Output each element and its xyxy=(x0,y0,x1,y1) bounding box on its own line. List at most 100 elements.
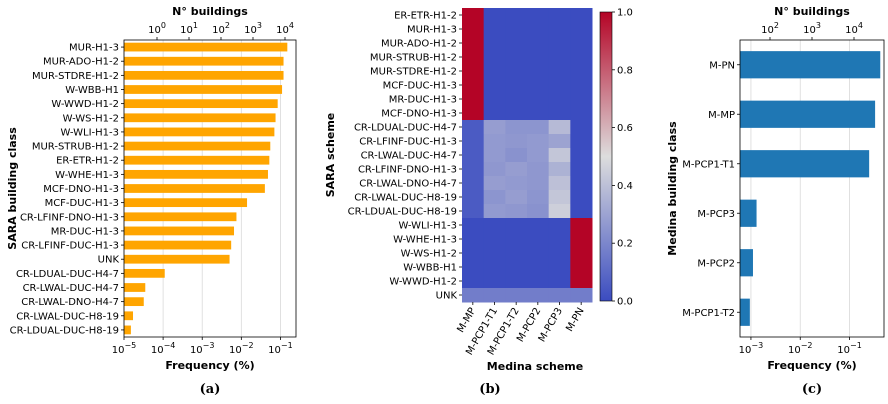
heatmap-cell-15-2 xyxy=(505,218,528,233)
heatmap-cell-18-1 xyxy=(483,260,506,275)
heatmap-cell-9-1 xyxy=(483,134,506,149)
heatmap-cell-4-5 xyxy=(570,64,593,79)
a-category-label-13: MR-DUC-H1-3 xyxy=(51,226,119,237)
heatmap-cell-2-5 xyxy=(570,36,593,51)
c-bar-2 xyxy=(740,150,870,178)
a-category-label-2: MUR-STDRE-H1-2 xyxy=(32,71,119,82)
heatmap-cell-13-1 xyxy=(483,190,506,205)
heatmap-cell-17-0 xyxy=(462,246,485,261)
heatmap-cell-6-2 xyxy=(505,92,528,107)
heatmap-row-label-4: MUR-STDRE-H1-2 xyxy=(370,67,457,78)
heatmap-cell-6-3 xyxy=(527,92,550,107)
heatmap-cell-14-4 xyxy=(548,204,571,219)
heatmap-cell-18-0 xyxy=(462,260,485,275)
a-bar-2 xyxy=(124,70,284,80)
heatmap-cell-1-5 xyxy=(570,22,593,37)
panel-c-bar-chart: M-PN M-MP M-PCP1-T1 M-PCP3 M-PCP2 M-PCP1-T2 10… xyxy=(666,5,885,397)
heatmap-row-label-18: W-WBB-H1 xyxy=(403,263,457,274)
heatmap-cell-4-1 xyxy=(483,64,506,79)
heatmap-cell-20-4 xyxy=(548,288,571,303)
heatmap-cell-14-0 xyxy=(462,204,485,219)
a-category-label-10: MCF-DNO-H1-3 xyxy=(43,184,119,195)
heatmap-cell-12-3 xyxy=(527,176,550,191)
heatmap-cell-11-2 xyxy=(505,162,528,177)
heatmap-cell-7-1 xyxy=(483,106,506,121)
heatmap-cell-15-4 xyxy=(548,218,571,233)
heatmap-cell-2-3 xyxy=(527,36,550,51)
a-y-axis-label: SARA building class xyxy=(6,127,19,250)
heatmap-cell-6-1 xyxy=(483,92,506,107)
heatmap-cell-5-2 xyxy=(505,78,528,93)
a-top-tick-label-4: 104 xyxy=(276,21,294,36)
a-bar-3 xyxy=(124,85,283,94)
a-top-tick-label-1: 101 xyxy=(180,21,198,36)
c-top-axis-label: N° buildings xyxy=(774,5,850,18)
heatmap-cell-7-3 xyxy=(527,106,550,121)
a-category-label-11: MCF-DUC-H1-3 xyxy=(45,198,119,209)
a-category-label-1: MUR-ADO-H1-2 xyxy=(43,57,119,68)
a-category-label-4: W-WWD-H1-2 xyxy=(51,99,119,110)
heatmap-row-label-13: CR-LWAL-DUC-H8-19 xyxy=(354,193,457,204)
heatmap-cell-18-3 xyxy=(527,260,550,275)
heatmap-cell-18-5 xyxy=(570,260,593,275)
heatmap-cell-5-0 xyxy=(462,78,485,93)
heatmap-row-label-1: MUR-H1-3 xyxy=(407,25,457,36)
heatmap-cell-1-4 xyxy=(548,22,571,37)
a-bar-7 xyxy=(124,141,271,151)
c-bar-4 xyxy=(740,249,753,277)
a-bar-9 xyxy=(124,169,268,179)
heatmap-cell-12-5 xyxy=(570,176,593,191)
heatmap-row-label-19: W-WWD-H1-2 xyxy=(389,277,457,288)
a-category-label-20: CR-LDUAL-DUC-H8-19 xyxy=(10,325,119,336)
c-xtick-label-0: 10−3 xyxy=(739,341,764,356)
heatmap-cell-3-3 xyxy=(527,50,550,65)
heatmap-cell-5-3 xyxy=(527,78,550,93)
a-category-label-17: CR-LWAL-DUC-H4-7 xyxy=(23,283,119,294)
colorbar-tick-label-1: 0.2 xyxy=(617,239,633,250)
a-xtick-label-2: 10−3 xyxy=(190,341,215,356)
a-bar-6 xyxy=(124,127,275,137)
heatmap-cell-3-2 xyxy=(505,50,528,65)
heatmap-cell-0-1 xyxy=(483,8,506,23)
a-top-tick-label-2: 102 xyxy=(212,21,230,36)
a-category-label-5: W-WS-H1-2 xyxy=(63,113,119,124)
heatmap-cell-13-3 xyxy=(527,190,550,205)
heatmap-cell-7-2 xyxy=(505,106,528,121)
heatmap-cell-16-3 xyxy=(527,232,550,247)
c-category-label-1: M-MP xyxy=(708,110,735,121)
heatmap-cell-10-0 xyxy=(462,148,485,163)
heatmap-cell-0-3 xyxy=(527,8,550,23)
heatmap-cell-4-4 xyxy=(548,64,571,79)
heatmap-cell-17-1 xyxy=(483,246,506,261)
a-bar-10 xyxy=(124,184,265,193)
heatmap-cell-11-3 xyxy=(527,162,550,177)
a-bar-0 xyxy=(124,42,288,52)
a-category-label-16: CR-LDUAL-DUC-H4-7 xyxy=(16,269,119,280)
heatmap-cell-10-2 xyxy=(505,148,528,163)
a-category-label-18: CR-LWAL-DNO-H4-7 xyxy=(21,297,119,308)
heatmap-cell-4-0 xyxy=(462,64,485,79)
heatmap-cell-10-1 xyxy=(483,148,506,163)
heatmap-cell-18-4 xyxy=(548,260,571,275)
heatmap-cell-5-5 xyxy=(570,78,593,93)
heatmap-cell-10-5 xyxy=(570,148,593,163)
c-bar-1 xyxy=(740,100,876,128)
a-bar-1 xyxy=(124,56,284,66)
heatmap-row-label-2: MUR-ADO-H1-2 xyxy=(381,39,457,50)
heatmap-cell-13-5 xyxy=(570,190,593,205)
heatmap-row-label-8: CR-LDUAL-DUC-H4-7 xyxy=(354,123,457,134)
heatmap-cell-7-4 xyxy=(548,106,571,121)
heatmap-cell-14-5 xyxy=(570,204,593,219)
heatmap-cell-7-0 xyxy=(462,106,485,121)
heatmap-cell-14-1 xyxy=(483,204,506,219)
heatmap-col-label-0: M-MP xyxy=(455,306,478,335)
a-category-label-0: MUR-H1-3 xyxy=(69,43,119,54)
heatmap-cell-4-3 xyxy=(527,64,550,79)
heatmap-cell-9-5 xyxy=(570,134,593,149)
heatmap-cell-19-5 xyxy=(570,274,593,289)
c-bar-0 xyxy=(740,51,881,79)
heatmap-cell-17-3 xyxy=(527,246,550,261)
a-bar-19 xyxy=(124,311,134,321)
colorbar xyxy=(599,11,613,302)
a-xtick-label-4: 10−1 xyxy=(268,341,293,356)
